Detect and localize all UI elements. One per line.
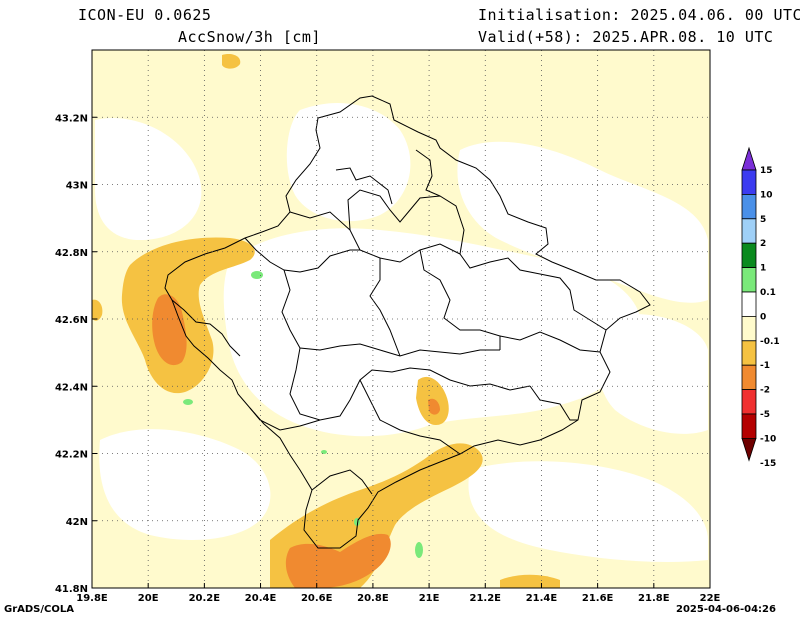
initialisation-time: Initialisation: 2025.04.06. 00 UTC [478,6,800,24]
green-spot-3 [321,450,327,454]
internal-border-6 [244,237,360,273]
zero-area-southeast [468,461,708,562]
colorbar-swatch [741,218,757,244]
internal-border-11 [289,347,531,421]
lat-tick-label: 43.2N [55,113,88,124]
internal-border-15 [311,469,373,495]
internal-border-4 [415,149,441,197]
green-spot-1 [251,271,263,279]
snow-band-southeast [500,574,560,588]
lat-lon-grid [92,50,710,588]
zero-area-east-2 [595,314,708,434]
lat-tick-label: 42.6N [55,315,88,326]
variable-title: AccSnow/3h [cm] [178,28,321,46]
zero-area-east [457,141,708,303]
internal-border-3 [335,167,393,205]
lat-tick-label: 42N [66,517,88,528]
colorbar-label: 1 [760,264,766,274]
colorbar-swatch [741,364,757,391]
colorbar-swatch [741,340,757,366]
lon-tick-label: 21.2E [470,593,502,604]
colorbar-label: -1 [760,361,770,371]
lon-tick-label: 20.6E [301,593,333,604]
internal-border-14 [249,407,321,431]
snow-core-center [428,398,440,415]
colorbar-label: -0.1 [760,337,780,347]
colorbar-label: -10 [760,434,776,444]
lon-tick-label: 20.4E [245,593,277,604]
zero-area-southwest [99,429,271,540]
lon-tick-label: 21E [419,593,440,604]
lon-tick-label: 21.8E [638,593,670,604]
valid-time: Valid(+58): 2025.APR.08. 10 UTC [478,28,774,46]
internal-border-1 [289,211,461,263]
colorbar-swatch [741,267,757,293]
lon-tick-label: 21.6E [582,593,614,604]
lat-tick-label: 42.8N [55,248,88,259]
colorbar-top-arrow [741,146,757,171]
snow-band-northwest [222,54,241,69]
snow-band-west-edge [92,299,103,321]
internal-border-7 [281,269,500,357]
internal-border-2 [347,189,465,255]
axis-labels: 19.8E 20E 20.2E 20.4E 20.6E 20.8E 21E 21.2E 21.4… [55,113,721,604]
colorbar-bottom-arrow [741,437,757,462]
colorbar-swatch [741,315,757,342]
internal-border-13 [529,385,578,421]
colorbar-label: -5 [760,410,770,420]
colorbar-label: 10 [760,190,773,200]
colorbar-swatch [741,413,757,439]
internal-border-16 [171,299,241,357]
lat-tick-label: 41.8N [55,584,88,595]
admin-borders [164,95,651,549]
colorbar-swatch [741,169,757,195]
snow-shading [92,50,710,588]
colorbar-swatch [741,389,757,415]
country-border [164,95,651,549]
lon-tick-label: 20.2E [189,593,221,604]
colorbar-label: 2 [760,239,766,249]
lat-tick-label: 43N [66,181,88,192]
plot-timestamp: 2025-04-06-04:26 [676,604,776,615]
lat-tick-label: 42.2N [55,450,88,461]
snow-core-west [152,294,187,366]
internal-border-9 [419,249,501,350]
colorbar-label: 15 [760,166,773,176]
lon-tick-label: 22E [700,593,721,604]
colorbar-label: 0 [760,312,766,322]
internal-border-10 [499,331,601,353]
colorbar-label: -15 [760,459,776,469]
lon-tick-label: 21.4E [526,593,558,604]
internal-border-12 [359,379,461,455]
colorbar: 15 10 5 2 1 0.1 0 -0.1 -1 -2 -5 -10 -15 [741,146,780,469]
zero-area-center [223,228,642,437]
lon-tick-label: 19.8E [76,593,108,604]
colorbar-swatch [741,193,757,220]
green-spot-5 [415,542,423,558]
colorbar-swatch [741,242,757,268]
internal-border-5 [459,253,607,331]
model-title: ICON-EU 0.0625 [78,6,212,24]
colorbar-swatch [741,291,757,317]
lat-tick-label: 42.4N [55,382,88,393]
internal-border-8 [369,258,401,357]
lon-tick-label: 20.8E [357,593,389,604]
lon-tick-label: 20E [138,593,159,604]
colorbar-label: -2 [760,386,770,396]
zero-area-west [95,118,202,240]
colorbar-label: 5 [760,215,766,225]
snow-band-west [121,237,255,394]
zero-area-north [286,102,411,222]
grads-credit: GrADS/COLA [4,604,74,615]
colorbar-label: 0.1 [760,288,776,298]
green-spot-2 [183,399,193,405]
snow-core-south [285,533,391,588]
